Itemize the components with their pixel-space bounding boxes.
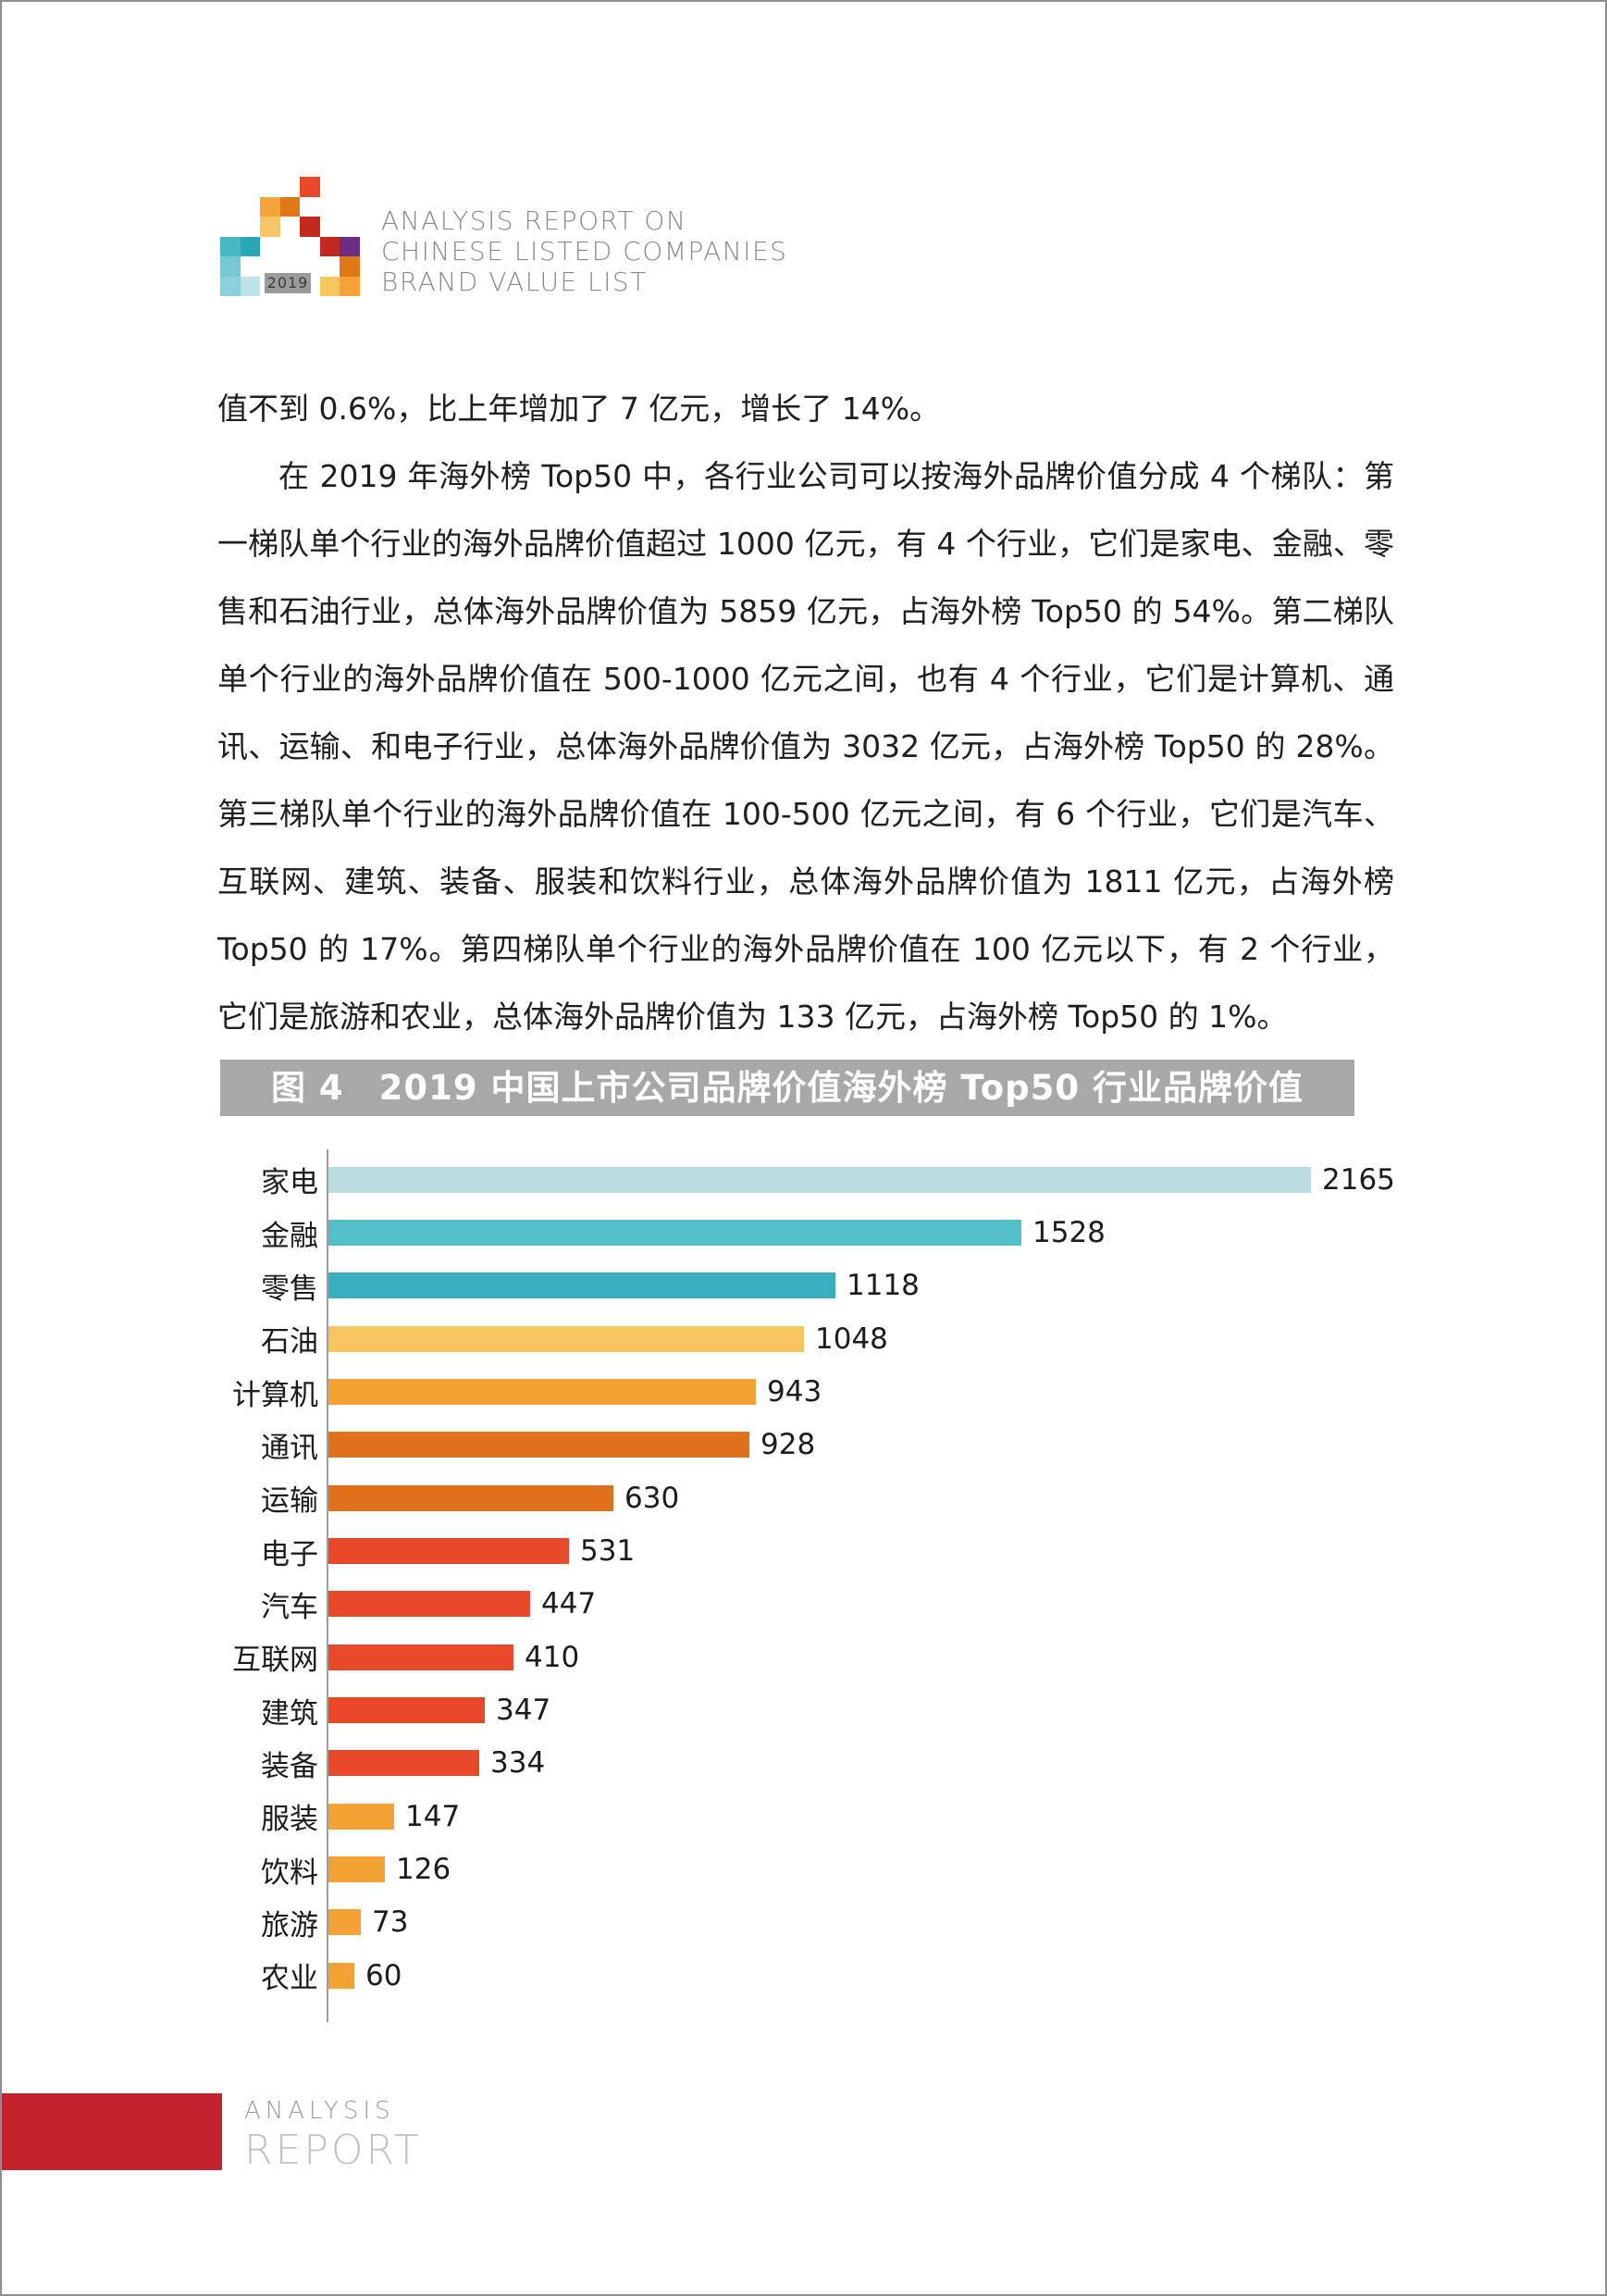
body-text: 值不到 0.6%，比上年增加了 7 亿元，增长了 14%。 在 2019 年海外… <box>217 375 1394 1050</box>
chart-row: 装备 334 <box>217 1737 1568 1790</box>
bar-category-label: 建筑 <box>261 1696 318 1731</box>
header-title-line-3: BRAND VALUE LIST <box>381 267 648 297</box>
chart-rows: 家电 2165 金融 1528 零售 1118 石油 1048 计算机 943 通讯 928 运输 630… <box>217 1153 1568 2003</box>
bar <box>328 1856 385 1883</box>
logo-square <box>220 276 241 296</box>
brand-logo: 2019 <box>220 177 361 297</box>
logo-square <box>240 236 260 256</box>
bar <box>328 1962 354 1989</box>
chart-row: 旅游 73 <box>217 1896 1568 1949</box>
bar <box>328 1909 361 1936</box>
bar <box>328 1325 804 1352</box>
chart-row: 建筑 347 <box>217 1683 1568 1736</box>
logo-square <box>240 276 260 296</box>
bar-value-label: 147 <box>405 1799 461 1833</box>
bar-value-label: 410 <box>525 1640 580 1674</box>
bar-category-label: 服装 <box>261 1803 318 1837</box>
bar-category-label: 家电 <box>261 1166 318 1200</box>
footer-analysis-label: ANALYSIS <box>244 2097 395 2125</box>
chart-row: 家电 2165 <box>217 1153 1568 1206</box>
logo-square <box>340 276 360 296</box>
bar-value-label: 630 <box>624 1481 680 1515</box>
bar-value-label: 347 <box>496 1694 551 1728</box>
bar-value-label: 126 <box>396 1853 451 1887</box>
bar-value-label: 928 <box>760 1428 816 1462</box>
chart-row: 互联网 410 <box>217 1631 1568 1683</box>
bar <box>328 1591 530 1618</box>
logo-square <box>260 217 280 237</box>
bar-value-label: 334 <box>490 1746 546 1781</box>
chart-row: 农业 60 <box>217 1949 1568 2002</box>
bar <box>328 1220 1021 1247</box>
bar-category-label: 计算机 <box>232 1378 318 1412</box>
bar <box>328 1484 613 1511</box>
logo-square <box>300 177 320 197</box>
bar-category-label: 通讯 <box>261 1431 318 1465</box>
bar <box>328 1697 485 1724</box>
bar <box>328 1803 394 1830</box>
chart-row: 运输 630 <box>217 1471 1568 1524</box>
logo-square <box>340 236 360 256</box>
logo-square <box>340 256 360 277</box>
bar <box>328 1644 513 1670</box>
chart-row: 服装 147 <box>217 1790 1568 1843</box>
logo-square <box>220 256 241 277</box>
footer-report-label: REPORT <box>244 2127 422 2174</box>
chart-row: 汽车 447 <box>217 1578 1568 1631</box>
bar-category-label: 农业 <box>261 1962 318 1996</box>
bar-value-label: 1118 <box>847 1269 920 1303</box>
bar-category-label: 互联网 <box>232 1644 318 1678</box>
logo-square <box>260 196 280 217</box>
chart-row: 石油 1048 <box>217 1312 1568 1365</box>
bar-value-label: 60 <box>365 1958 402 1992</box>
footer: ANALYSIS REPORT <box>244 2097 422 2174</box>
bar-category-label: 电子 <box>261 1537 318 1571</box>
bar-value-label: 447 <box>541 1587 597 1621</box>
paragraph-2: 在 2019 年海外榜 Top50 中，各行业公司可以按海外品牌价值分成 4 个… <box>217 458 1394 1035</box>
logo-square <box>319 276 340 296</box>
bar-category-label: 装备 <box>261 1749 318 1783</box>
bar-value-label: 531 <box>580 1534 636 1569</box>
bar-category-label: 石油 <box>261 1325 318 1359</box>
bar-category-label: 饮料 <box>261 1855 318 1890</box>
bar <box>328 1166 1311 1193</box>
logo-year-badge: 2019 <box>265 273 311 293</box>
bar-category-label: 零售 <box>261 1272 318 1306</box>
bar-category-label: 运输 <box>261 1484 318 1519</box>
bar <box>328 1379 756 1406</box>
bar-value-label: 73 <box>372 1905 409 1940</box>
bar-category-label: 金融 <box>261 1219 318 1253</box>
bar-category-label: 汽车 <box>261 1590 318 1624</box>
logo-square <box>319 236 340 256</box>
chart-row: 饮料 126 <box>217 1843 1568 1895</box>
bar-value-label: 1528 <box>1032 1216 1106 1250</box>
logo-mosaic <box>220 177 361 297</box>
logo-square <box>279 196 300 217</box>
bar <box>328 1538 569 1565</box>
chart-row: 零售 1118 <box>217 1260 1568 1312</box>
chart-row: 通讯 928 <box>217 1419 1568 1471</box>
report-header-title: ANALYSIS REPORT ON CHINESE LISTED COMPAN… <box>381 205 787 297</box>
bar-category-label: 旅游 <box>261 1908 318 1942</box>
logo-square <box>300 217 320 237</box>
footer-accent-block <box>2 2093 222 2170</box>
header-title-line-2: CHINESE LISTED COMPANIES <box>381 236 788 267</box>
logo-square <box>220 236 241 256</box>
bar <box>328 1432 749 1458</box>
header-title-line-1: ANALYSIS REPORT ON <box>381 205 687 236</box>
paragraph-1: 值不到 0.6%，比上年增加了 7 亿元，增长了 14%。 <box>217 391 941 427</box>
bar <box>328 1750 479 1777</box>
bar-value-label: 1048 <box>815 1322 888 1356</box>
chart-row: 计算机 943 <box>217 1365 1568 1418</box>
figure-caption: 图 4 2019 中国上市公司品牌价值海外榜 Top50 行业品牌价值 <box>220 1060 1354 1116</box>
industry-brand-value-bar-chart: 家电 2165 金融 1528 零售 1118 石油 1048 计算机 943 通讯 928 运输 630… <box>217 1149 1568 2022</box>
chart-axis-line <box>327 1149 328 2022</box>
bar <box>328 1272 835 1299</box>
bar-value-label: 2165 <box>1322 1162 1395 1197</box>
bar-value-label: 943 <box>767 1375 822 1409</box>
chart-row: 电子 531 <box>217 1524 1568 1577</box>
chart-row: 金融 1528 <box>217 1206 1568 1259</box>
